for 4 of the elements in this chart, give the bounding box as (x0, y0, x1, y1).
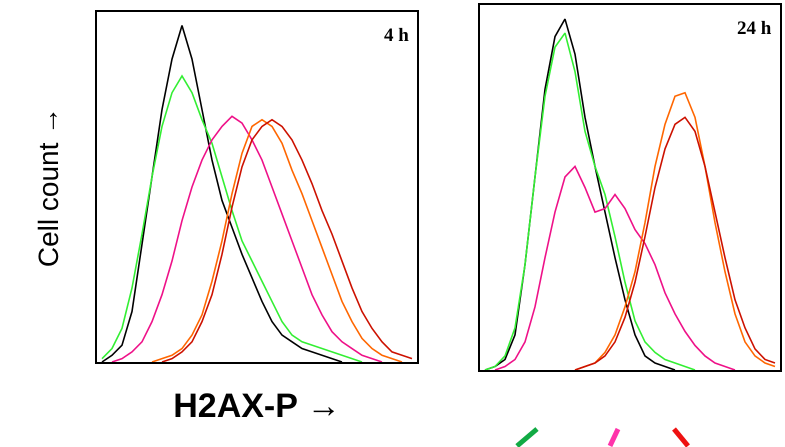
annotation: 24 h (737, 18, 772, 39)
annotation: 4 h (384, 25, 410, 46)
x-axis-title: H2AX-P → (173, 386, 341, 425)
y-axis-title: Cell count → (33, 106, 64, 268)
